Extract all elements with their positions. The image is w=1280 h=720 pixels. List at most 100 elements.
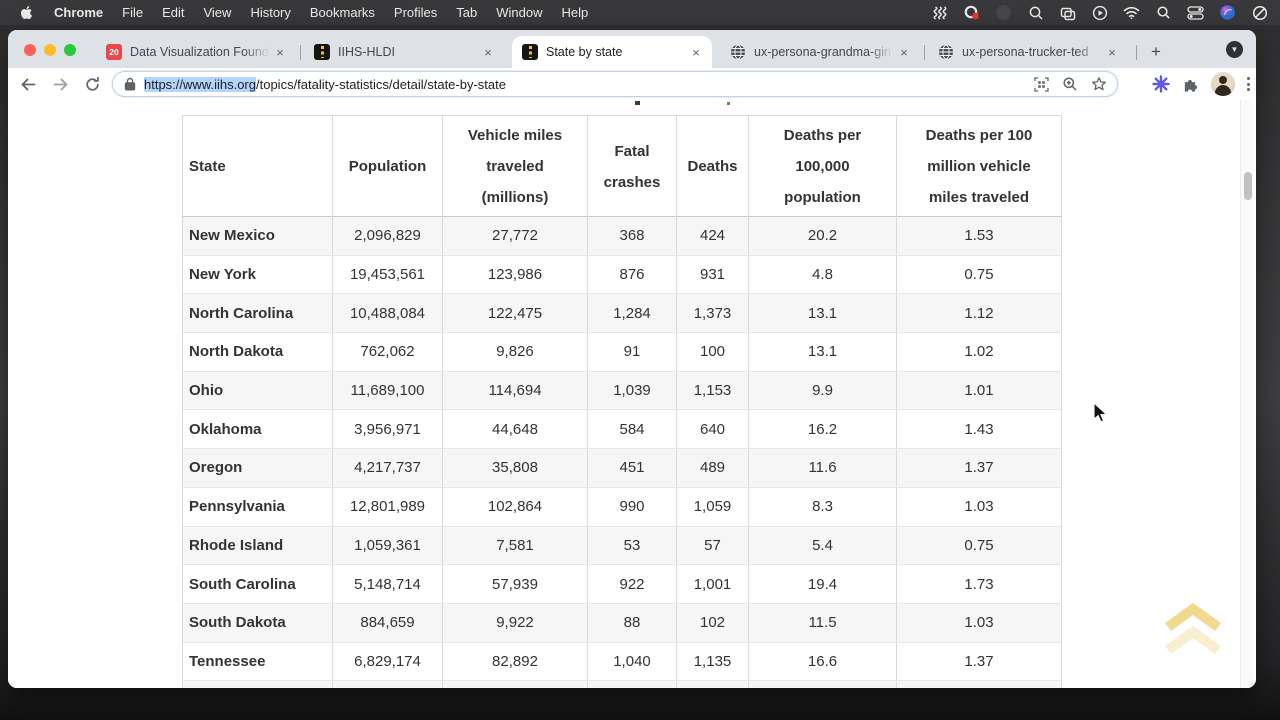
waves-icon[interactable] [931, 4, 948, 21]
fatality-statistics-table: State Population Vehicle miles traveled (m… [182, 115, 1062, 688]
close-icon[interactable]: × [276, 44, 284, 60]
menu-item-profiles[interactable]: Profiles [393, 5, 438, 20]
menu-item-view[interactable]: View [203, 5, 232, 20]
close-icon[interactable]: × [1108, 44, 1116, 60]
menu-item-file[interactable]: File [122, 5, 144, 20]
apple-icon[interactable] [18, 4, 35, 21]
menu-kebab-icon[interactable] [1247, 77, 1250, 91]
close-window-button[interactable] [24, 44, 36, 56]
url-path-text: /topics/fatality-statistics/detail/state… [256, 76, 506, 92]
table-cell: 7,581 [443, 526, 588, 565]
page-scrollbar[interactable] [1240, 100, 1253, 688]
table-cell: 1,284 [588, 294, 677, 333]
table-cell: 11.5 [749, 603, 897, 642]
zoom-in-icon[interactable] [1062, 76, 1078, 92]
table-cell: 424 [677, 217, 749, 255]
table-cell: 57 [677, 526, 749, 565]
road-icon [314, 44, 330, 60]
profile-avatar[interactable] [1211, 72, 1235, 96]
control-center-icon[interactable] [1187, 4, 1204, 21]
table-row: New York 19,453,561 123,986 876 931 4.8 0.75 [183, 255, 1062, 295]
tab-search-button[interactable]: ▼ [1226, 41, 1243, 58]
do-not-disturb-icon[interactable] [1251, 4, 1268, 21]
tab-state-by-state[interactable]: State by state × [512, 36, 712, 68]
tab-label: ux-persona-grandma-gin [754, 45, 891, 59]
scrollbar-thumb[interactable] [1243, 172, 1252, 200]
table-cell: 368 [588, 217, 677, 255]
table-cell: 5,148,714 [333, 565, 443, 603]
table-header-cell: Deaths [677, 116, 749, 217]
table-row: South Dakota 884,659 9,922 88 102 11.5 1.03 [183, 603, 1062, 643]
table-header-cell: Population [333, 116, 443, 217]
table-cell: 1,135 [677, 642, 749, 681]
table-cell: 1.53 [897, 217, 1062, 255]
colorful-app-icon[interactable] [1219, 4, 1236, 21]
reload-button[interactable] [80, 72, 104, 96]
table-cell: 53 [588, 526, 677, 565]
cloud-record-icon[interactable] [963, 4, 980, 21]
extensions-puzzle-icon[interactable] [1182, 76, 1199, 93]
menu-item-bookmarks[interactable]: Bookmarks [309, 5, 375, 20]
table-cell: 57,939 [443, 565, 588, 603]
table-cell: 1.03 [897, 603, 1062, 642]
table-cell: 13.1 [749, 333, 897, 371]
menu-item-tab[interactable]: Tab [456, 5, 478, 20]
table-cell: 1,039 [588, 371, 677, 410]
table-row: North Carolina 10,488,084 122,475 1,284 1,37… [183, 294, 1062, 334]
url-address-bar[interactable]: https://www.iihs.org/topics/fatality-sta… [112, 71, 1118, 97]
menu-item-history[interactable]: History [250, 5, 291, 20]
close-icon[interactable]: × [900, 44, 908, 60]
play-circle-icon[interactable] [1091, 4, 1108, 21]
table-header-cell: Deaths per 100 million vehicle miles tra… [897, 116, 1062, 217]
browser-toolbar: https://www.iihs.org/topics/fatality-sta… [8, 68, 1256, 100]
close-icon[interactable]: × [692, 44, 700, 60]
table-row: Rhode Island 1,059,361 7,581 53 57 5.4 0.75 [183, 526, 1062, 566]
menu-item-help[interactable]: Help [561, 5, 589, 20]
table-cell: 123,986 [443, 255, 588, 294]
lock-icon[interactable] [124, 77, 136, 91]
menu-item-edit[interactable]: Edit [162, 5, 185, 20]
tab-iihs-hldi[interactable]: IIHS-HLDI × [304, 36, 504, 68]
state-cell: Ohio [183, 371, 333, 410]
table-cell: 6,829,174 [333, 642, 443, 681]
menu-item-window[interactable]: Window [496, 5, 543, 20]
table-cell: 82,892 [443, 642, 588, 681]
table-cell: 1.02 [897, 333, 1062, 371]
table-row: New Mexico 2,096,829 27,772 368 424 20.2 1.53 [183, 217, 1062, 256]
spotlight-search-icon[interactable] [1155, 4, 1172, 21]
minimize-window-button[interactable] [44, 44, 56, 56]
tab-data-visualization[interactable]: 20 Data Visualization Founda × [96, 36, 296, 68]
table-cell: 9,922 [443, 603, 588, 642]
forward-button[interactable] [48, 72, 72, 96]
table-cell: 1,001 [677, 565, 749, 603]
table-cell: 922 [588, 565, 677, 603]
table-row: Tennessee 6,829,174 82,892 1,040 1,135 16.6 1.… [183, 642, 1062, 682]
tab-ux-persona-trucker[interactable]: ux-persona-trucker-ted × [928, 36, 1128, 68]
dimmed-app-icon[interactable] [995, 4, 1012, 21]
loupe-icon[interactable] [1027, 4, 1044, 21]
bookmark-star-icon[interactable] [1091, 76, 1107, 92]
extension-asterisk-icon[interactable] [1152, 75, 1170, 93]
screen-windows-icon[interactable] [1059, 4, 1076, 21]
tab-separator [1136, 45, 1137, 60]
scroll-to-top-button[interactable] [1160, 600, 1226, 662]
back-button[interactable] [16, 72, 40, 96]
table-cell: 1.03 [897, 487, 1062, 526]
clipped-heading-fragment [635, 101, 640, 105]
menu-item-chrome[interactable]: Chrome [54, 5, 104, 20]
table-cell: 44,648 [443, 410, 588, 449]
wifi-icon[interactable] [1123, 4, 1140, 21]
table-cell: 1.73 [897, 565, 1062, 603]
qr-code-icon[interactable] [1034, 76, 1049, 92]
table-cell: 9.9 [749, 371, 897, 410]
close-icon[interactable]: × [484, 44, 492, 60]
table-cell: 10,488,084 [333, 294, 443, 333]
tab-ux-persona-grandma[interactable]: ux-persona-grandma-gin × [720, 36, 920, 68]
table-cell: 2,096,829 [333, 217, 443, 255]
tab-label: State by state [546, 45, 623, 59]
new-tab-button[interactable]: + [1151, 42, 1161, 61]
state-cell: Oklahoma [183, 410, 333, 449]
table-row: Oklahoma 3,956,971 44,648 584 640 16.2 1.43 [183, 410, 1062, 450]
zoom-window-button[interactable] [64, 44, 76, 56]
table-cell: 19,453,561 [333, 255, 443, 294]
